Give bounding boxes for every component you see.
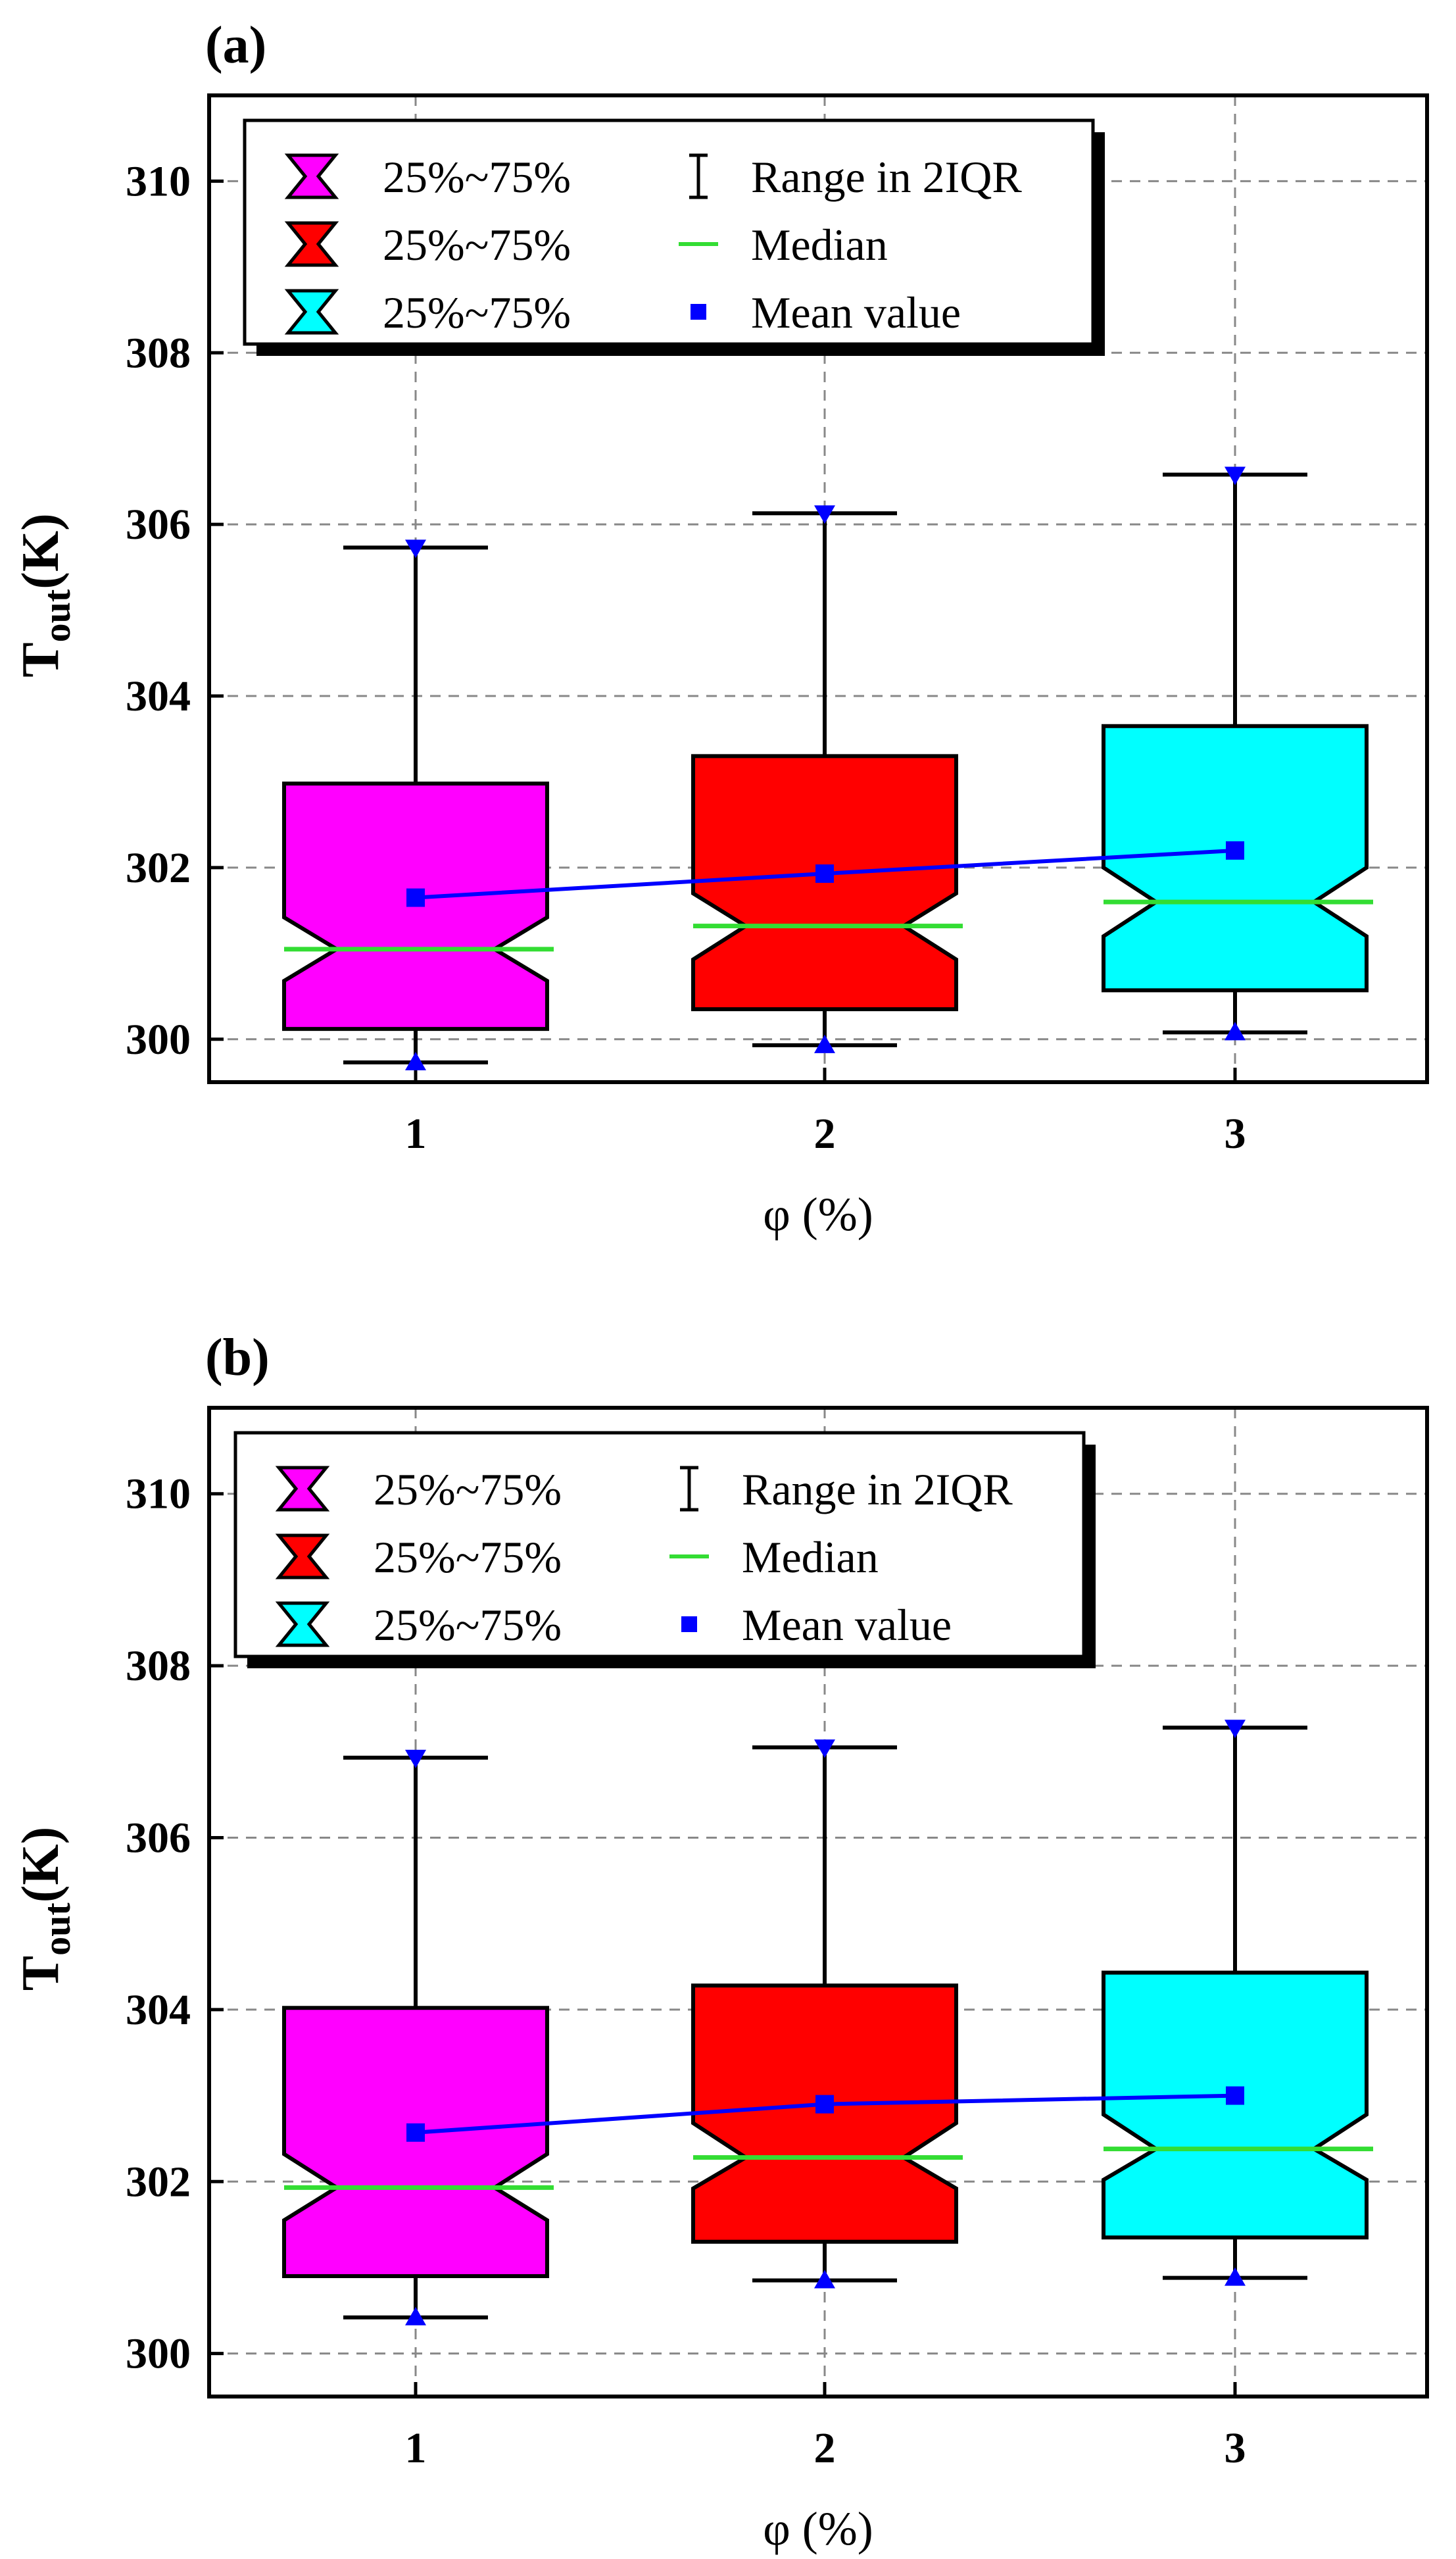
x-tick-label: 3 [1225,2424,1246,2472]
legend-box-icon [275,1601,330,1647]
x-tick-label: 2 [814,1110,836,1158]
mean-point [815,2095,834,2114]
mean-point [1226,2086,1244,2105]
legend-median-label: Median [751,220,888,270]
legend-box-icon [284,221,339,267]
y-axis-title-sub: out [36,589,78,642]
y-axis-title-main: T [12,642,70,677]
legend-box [243,118,1095,346]
y-tick-label: 304 [126,1986,191,2034]
mean-point [406,2123,425,2142]
y-tick-label: 310 [126,1470,191,1518]
panel-label: (b) [205,1329,270,1387]
plot-frame [207,1406,1429,2398]
legend-range-label: Range in 2IQR [742,1464,1013,1514]
min-marker [814,1034,835,1053]
legend-box-label: 25%~75% [383,152,571,202]
y-tick-label: 300 [126,1016,191,1064]
legend-median-label: Median [742,1532,879,1582]
panel-a: (a) 300 302 304 306 308 310 1 2 3 Tout(K) φ (%) 25%~… [12,16,1429,1241]
box-3 [1102,1970,1369,2240]
panel-label: (a) [205,16,266,74]
max-marker [405,539,426,559]
legend-box-label: 25%~75% [374,1532,562,1582]
x-tick-label: 1 [405,2424,427,2472]
max-marker [405,1749,426,1768]
legend-mean-label: Mean value [751,287,961,337]
legend-box-icon [284,289,339,335]
y-axis-title-unit: (K) [12,1827,70,1903]
y-tick-label: 310 [126,157,191,205]
y-tick-label: 300 [126,2330,191,2378]
legend-range-label: Range in 2IQR [751,152,1022,202]
panel-b: (b) 300 302 304 306 308 310 1 2 3 Tout(K) φ (%) 25%~… [12,1329,1429,2555]
y-axis-title-unit: (K) [12,513,70,589]
mean-point [815,864,834,883]
legend-box [233,1431,1086,1658]
mean-point [406,888,425,907]
y-tick-label: 306 [126,501,191,549]
legend-box-icon [275,1533,330,1579]
y-tick-label: 302 [126,2158,191,2206]
legend-mean-icon [691,304,706,320]
max-marker [1225,1720,1246,1739]
y-tick-label: 304 [126,672,191,720]
box-1 [282,2006,549,2279]
x-axis-title: φ (%) [763,1188,873,1241]
legend-box-label: 25%~75% [374,1464,562,1514]
legend-mean-label: Mean value [742,1600,952,1650]
legend-box-label: 25%~75% [374,1600,562,1650]
y-axis-title-sub: out [36,1902,78,1956]
y-tick-label: 302 [126,844,191,892]
mean-point [1226,841,1244,860]
y-axis-title: Tout(K) [12,513,78,677]
x-tick-label: 3 [1225,1110,1246,1158]
y-axis-title: Tout(K) [12,1827,78,1991]
box-2 [691,1983,958,2244]
y-tick-label: 306 [126,1814,191,1862]
min-marker [405,1052,426,1070]
legend-box-label: 25%~75% [383,220,571,270]
max-marker [814,505,835,524]
legend-box-label: 25%~75% [383,287,571,337]
x-axis-title: φ (%) [763,2502,873,2555]
y-tick-label: 308 [126,1642,191,1690]
min-marker [1225,2267,1246,2286]
x-tick-label: 1 [405,1110,427,1158]
x-tick-label: 2 [814,2424,836,2472]
y-tick-label: 308 [126,329,191,377]
min-marker [1225,1022,1246,1041]
max-marker [1225,466,1246,485]
legend-mean-icon [681,1616,697,1632]
min-marker [814,2270,835,2289]
legend-box-icon [284,153,339,199]
min-marker [405,2306,426,2325]
y-axis-title-main: T [12,1956,70,1991]
max-marker [814,1739,835,1758]
legend-box-icon [275,1466,330,1512]
plot-frame [207,93,1429,1084]
